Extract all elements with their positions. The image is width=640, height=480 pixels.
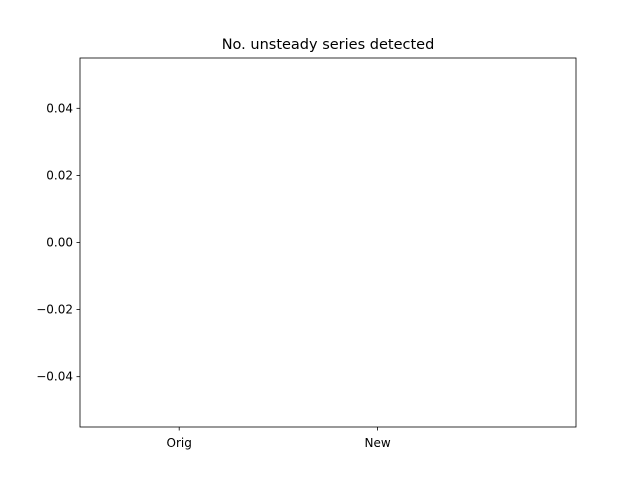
axes-frame (79, 57, 577, 428)
y-tick-label: −0.04 (36, 370, 73, 384)
y-tick-label: 0.00 (46, 236, 73, 250)
plot-area: 0.04 0.02 0.00 −0.02 −0.04 Orig New (36, 57, 577, 450)
x-tick-label: Orig (167, 436, 192, 450)
x-tick-label: New (365, 436, 391, 450)
chart-title: No. unsteady series detected (222, 37, 435, 53)
y-tick-label: 0.02 (46, 168, 73, 182)
y-tick-label: 0.04 (46, 101, 73, 115)
y-tick-label: −0.02 (36, 303, 73, 317)
